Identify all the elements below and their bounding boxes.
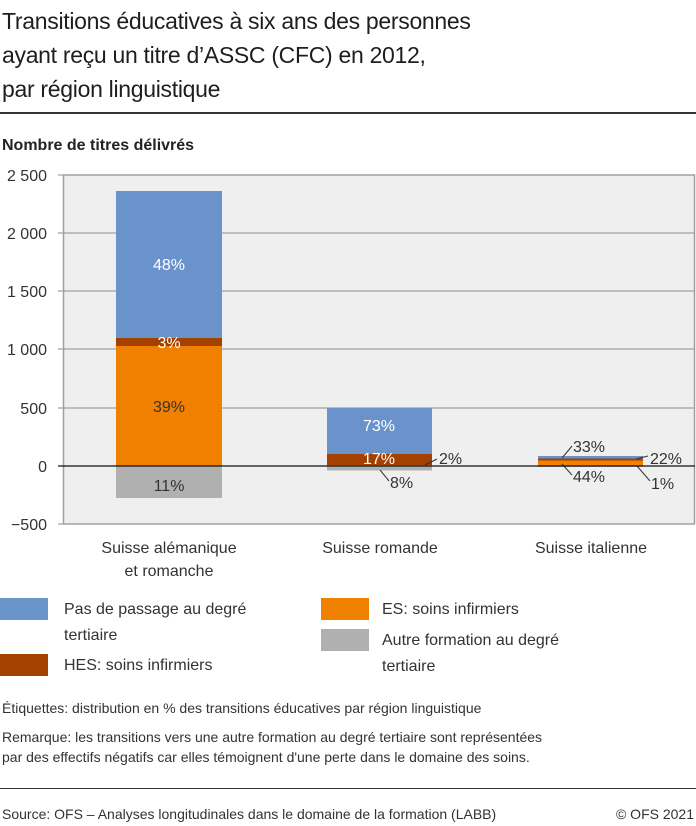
title-line-1: Transitions éducatives à six ans des per… [2, 8, 471, 34]
category-line-1: Suisse alémanique [101, 540, 237, 557]
label-11: 11% [154, 478, 185, 495]
segment-hes [116, 338, 222, 346]
legend-swatch-gray [321, 629, 369, 651]
category-line-2: et romanche [124, 563, 214, 580]
segment-es [538, 460, 643, 466]
legend-label: Pas de passage au degré [64, 601, 247, 618]
y-tick-minus-500: −500 [11, 517, 47, 534]
segment-autre [327, 466, 432, 471]
label-2: 2% [439, 451, 462, 468]
legend-swatch-brown [0, 654, 48, 676]
y-tick-labels: 2 500 2 000 1 500 1 000 500 0 −500 [7, 168, 47, 534]
legend-label: ES: soins infirmiers [382, 601, 519, 618]
segment-hes [327, 454, 432, 465]
bar-suisse-italienne: 33% 22% 44% 1% [538, 439, 682, 493]
chart-title: Transitions éducatives à six ans des per… [2, 4, 692, 106]
segment-pas-de-passage [538, 456, 643, 459]
remark-line-1: Remarque: les transitions vers une autre… [2, 729, 543, 745]
segment-hes [538, 458, 643, 461]
segment-pas-de-passage [116, 191, 222, 338]
y-tick-500: 500 [20, 401, 47, 418]
label-17: 17% [363, 451, 395, 468]
legend-item-autre: Autre formation au degré tertiaire [321, 629, 559, 680]
remark-line-2: par des effectifs négatifs car elles tém… [2, 749, 530, 765]
legend-item-pas-de-passage: Pas de passage au degré tertiaire [0, 598, 246, 649]
legend-label: tertiaire [382, 658, 436, 675]
category-label-alemanique: Suisse alémanique et romanche [69, 537, 269, 583]
legend-label: tertiaire [64, 627, 118, 644]
y-tick-0: 0 [38, 459, 47, 476]
legend-item-hes: HES: soins infirmiers [0, 654, 212, 679]
title-line-3: par région linguistique [2, 76, 221, 102]
legend-swatch-blue [0, 598, 48, 620]
labels-note: Étiquettes: distribution en % des transi… [2, 700, 482, 716]
y-tick-2500: 2 500 [7, 168, 47, 185]
footer-divider [0, 788, 696, 789]
label-39: 39% [153, 399, 185, 416]
label-48: 48% [153, 257, 185, 274]
bar-suisse-romande: 73% 17% 2% 8% [327, 408, 462, 492]
label-33: 33% [573, 439, 605, 456]
legend-swatch-orange [321, 598, 369, 620]
segment-autre [116, 466, 222, 498]
label-44: 44% [573, 469, 605, 486]
source-text: Source: OFS – Analyses longitudinales da… [2, 806, 497, 822]
title-divider [0, 112, 696, 114]
copyright-text: © OFS 2021 [615, 806, 694, 822]
y-tick-1500: 1 500 [7, 284, 47, 301]
chart-plot: 2 500 2 000 1 500 1 000 500 0 −500 48% 3… [7, 168, 696, 534]
segment-pas-de-passage [327, 408, 432, 454]
y-tick-2000: 2 000 [7, 226, 47, 243]
legend-item-es: ES: soins infirmiers [321, 598, 519, 623]
remark-note: Remarque: les transitions vers une autre… [2, 727, 542, 767]
segment-es [116, 346, 222, 466]
legend-label: HES: soins infirmiers [64, 657, 213, 674]
category-label-italienne: Suisse italienne [534, 540, 648, 557]
y-tick-1000: 1 000 [7, 342, 47, 359]
legend-label: Autre formation au degré [382, 632, 559, 649]
label-1: 1% [651, 476, 674, 493]
label-3: 3% [157, 335, 180, 352]
label-22: 22% [650, 451, 682, 468]
label-73: 73% [363, 418, 395, 435]
category-label-romande: Suisse romande [322, 540, 438, 557]
bar-suisse-alemanique: 48% 3% 39% 11% [116, 191, 222, 498]
title-line-2: ayant reçu un titre d’ASSC (CFC) en 2012… [2, 42, 426, 68]
label-8: 8% [390, 475, 413, 492]
y-axis-label: Nombre de titres délivrés [2, 137, 195, 154]
